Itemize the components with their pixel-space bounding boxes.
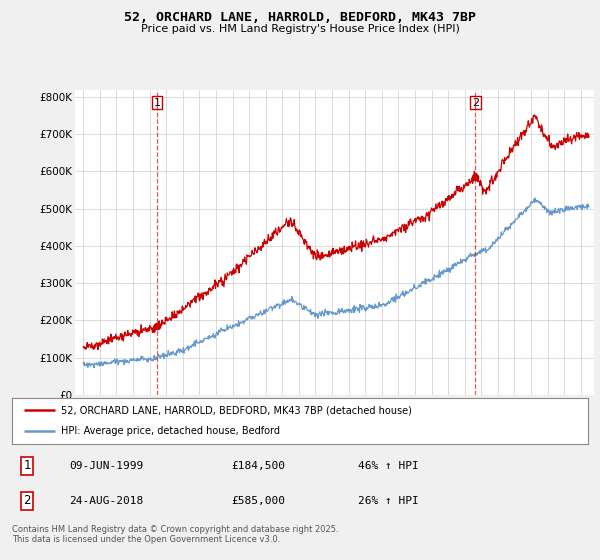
Text: 1: 1 xyxy=(23,459,31,473)
Text: 46% ↑ HPI: 46% ↑ HPI xyxy=(358,461,418,471)
Text: 1: 1 xyxy=(154,98,160,108)
Text: Price paid vs. HM Land Registry's House Price Index (HPI): Price paid vs. HM Land Registry's House … xyxy=(140,24,460,34)
Text: £585,000: £585,000 xyxy=(231,496,285,506)
Text: 26% ↑ HPI: 26% ↑ HPI xyxy=(358,496,418,506)
Text: 52, ORCHARD LANE, HARROLD, BEDFORD, MK43 7BP: 52, ORCHARD LANE, HARROLD, BEDFORD, MK43… xyxy=(124,11,476,24)
Text: 52, ORCHARD LANE, HARROLD, BEDFORD, MK43 7BP (detached house): 52, ORCHARD LANE, HARROLD, BEDFORD, MK43… xyxy=(61,405,412,416)
Text: £184,500: £184,500 xyxy=(231,461,285,471)
Text: 2: 2 xyxy=(23,494,31,507)
Text: 09-JUN-1999: 09-JUN-1999 xyxy=(70,461,144,471)
Text: HPI: Average price, detached house, Bedford: HPI: Average price, detached house, Bedf… xyxy=(61,426,280,436)
Text: 2: 2 xyxy=(472,98,479,108)
Text: Contains HM Land Registry data © Crown copyright and database right 2025.
This d: Contains HM Land Registry data © Crown c… xyxy=(12,525,338,544)
Text: 24-AUG-2018: 24-AUG-2018 xyxy=(70,496,144,506)
